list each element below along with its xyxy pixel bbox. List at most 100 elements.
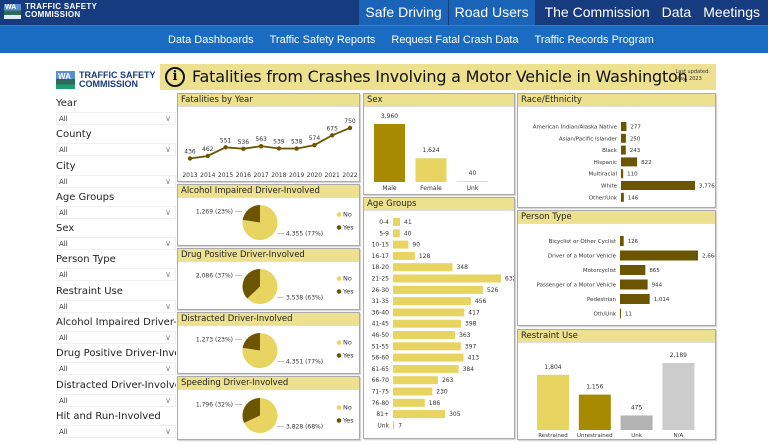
bar <box>393 285 483 294</box>
filter-label: County <box>56 129 92 141</box>
slice-label-yes: 1,273 (23%) <box>196 337 233 344</box>
x-tick-label: 2021 <box>325 172 340 179</box>
y-tick-label: 16-17 <box>372 253 390 260</box>
filter-value: All <box>59 396 68 405</box>
panel-fatalities-by-year: Fatalities by Year 436 2013 462 2014 551 2015… <box>177 93 360 182</box>
data-label: 243 <box>630 148 641 154</box>
top-nav-bar: WA TRAFFIC SAFETY COMMISSION Safe Drivin… <box>0 0 768 25</box>
filter-sidebar: WA TRAFFIC SAFETY COMMISSION Year All ∨ Cou… <box>56 68 176 440</box>
bar <box>393 387 433 396</box>
bar <box>374 124 405 182</box>
chevron-down-icon: ∨ <box>165 176 171 186</box>
nav-road-users[interactable]: Road Users <box>448 0 535 25</box>
filter-dropdown[interactable]: All ∨ <box>56 112 176 125</box>
data-point <box>187 156 193 161</box>
bar <box>393 263 453 272</box>
y-tick-label: 0-4 <box>379 219 389 226</box>
data-label: 126 <box>628 239 639 245</box>
panel-alcohol: Alcohol Impaired Driver-Involved 1,269 (… <box>177 184 360 246</box>
x-tick-label: 2017 <box>253 172 268 179</box>
y-tick-label: Other/Unk <box>589 195 618 201</box>
x-tick-label: Unrestrained <box>577 433 613 439</box>
legend-marker-no <box>336 405 342 410</box>
legend-marker-no <box>336 276 342 281</box>
filter-dropdown[interactable]: All ∨ <box>56 393 176 407</box>
data-label: 1,156 <box>586 384 603 391</box>
chevron-down-icon: ∨ <box>165 395 171 405</box>
filter-label: Person Type <box>56 254 116 266</box>
pie-chart-speeding: 1,796 (32%) 3,828 (68%) No Yes <box>196 398 354 433</box>
nav-meetings[interactable]: Meetings <box>703 4 760 20</box>
nav-the-commission[interactable]: The Commission <box>544 4 650 20</box>
bar <box>393 421 395 430</box>
legend-marker-yes <box>336 289 342 294</box>
nav-safe-driving[interactable]: Safe Driving <box>359 0 448 25</box>
bar <box>393 376 438 385</box>
y-tick-label: Oth/Unk <box>593 312 616 318</box>
data-label: 1,014 <box>654 297 670 303</box>
y-tick-label: Hispanic <box>594 160 617 166</box>
filter-dropdown[interactable]: All ∨ <box>56 362 176 376</box>
info-icon[interactable]: i <box>165 67 185 87</box>
brand-logo[interactable]: WA TRAFFIC SAFETY COMMISSION <box>4 3 97 19</box>
filter-sex: Sex All ∨ <box>56 221 176 252</box>
panel-title: Drug Positive Driver-Involved <box>178 249 359 262</box>
data-label: 40 <box>404 230 412 237</box>
chevron-down-icon: ∨ <box>165 333 171 343</box>
data-label: 563 <box>255 136 267 143</box>
bar <box>537 374 569 430</box>
filter-label: City <box>56 160 76 172</box>
filter-dropdown[interactable]: All ∨ <box>56 331 176 345</box>
filter-dropdown[interactable]: All ∨ <box>56 143 176 157</box>
data-label: 1,624 <box>422 147 439 154</box>
y-tick-label: 21-25 <box>372 276 390 283</box>
slice-label-no: 4,351 (77%) <box>286 359 323 366</box>
filter-distracted-driver-involved: Distracted Driver-Involved All ∨ <box>56 378 176 409</box>
subnav-request-fatal-crash-data[interactable]: Request Fatal Crash Data <box>391 34 519 46</box>
data-label: 305 <box>449 411 461 418</box>
panel-title: Distracted Driver-Involved <box>178 313 359 326</box>
data-label: 3,960 <box>381 113 398 120</box>
nav-data[interactable]: Data <box>661 4 692 20</box>
pie-slice-yes <box>242 205 260 223</box>
y-tick-label: 66-70 <box>372 377 390 384</box>
data-label: 539 <box>273 138 285 145</box>
bar <box>620 250 698 261</box>
filter-label: Sex <box>56 223 75 235</box>
bar <box>621 192 624 202</box>
bar <box>393 364 459 373</box>
filter-dropdown[interactable]: All ∨ <box>56 424 176 438</box>
filter-dropdown[interactable]: All ∨ <box>56 174 176 188</box>
subnav-traffic-records-program[interactable]: Traffic Records Program <box>534 34 654 46</box>
bar <box>393 297 471 306</box>
data-label: 538 <box>291 139 303 146</box>
y-tick-label: 61-65 <box>372 366 390 373</box>
x-tick-label: Unk <box>467 185 479 192</box>
filter-dropdown[interactable]: All ∨ <box>56 205 176 219</box>
data-label: 7 <box>398 422 402 429</box>
legend-marker-no <box>336 212 342 217</box>
subnav-traffic-safety-reports[interactable]: Traffic Safety Reports <box>269 34 376 46</box>
filter-dropdown[interactable]: All ∨ <box>56 268 176 282</box>
brand-line-1: TRAFFIC SAFETY <box>25 2 98 11</box>
subnav-data-dashboards[interactable]: Data Dashboards <box>168 34 254 46</box>
y-tick-label: Driver of a Motor Vehicle <box>548 254 617 260</box>
pie-slice-no <box>244 398 278 433</box>
filter-label: Distracted Driver-Involved <box>56 379 176 391</box>
x-tick-label: 2014 <box>200 172 215 179</box>
pie-chart-drug: 2,086 (37%) 3,538 (63%) No Yes <box>196 269 354 304</box>
pie-slice-yes <box>242 398 260 423</box>
y-tick-label: 26-30 <box>372 287 390 294</box>
filter-dropdown[interactable]: All ∨ <box>56 237 176 251</box>
bar <box>620 308 621 319</box>
bar <box>620 279 648 290</box>
y-tick-label: 46-50 <box>372 332 390 339</box>
panel-speeding: Speeding Driver-Involved 1,796 (32%) 3,82… <box>177 376 360 440</box>
filter-dropdown[interactable]: All ∨ <box>56 299 176 313</box>
bar <box>393 240 409 249</box>
data-label: 750 <box>344 118 356 125</box>
legend-marker-yes <box>336 418 342 423</box>
bar <box>621 181 695 190</box>
y-tick-label: Pedestrian <box>587 297 617 303</box>
bar <box>393 410 446 419</box>
